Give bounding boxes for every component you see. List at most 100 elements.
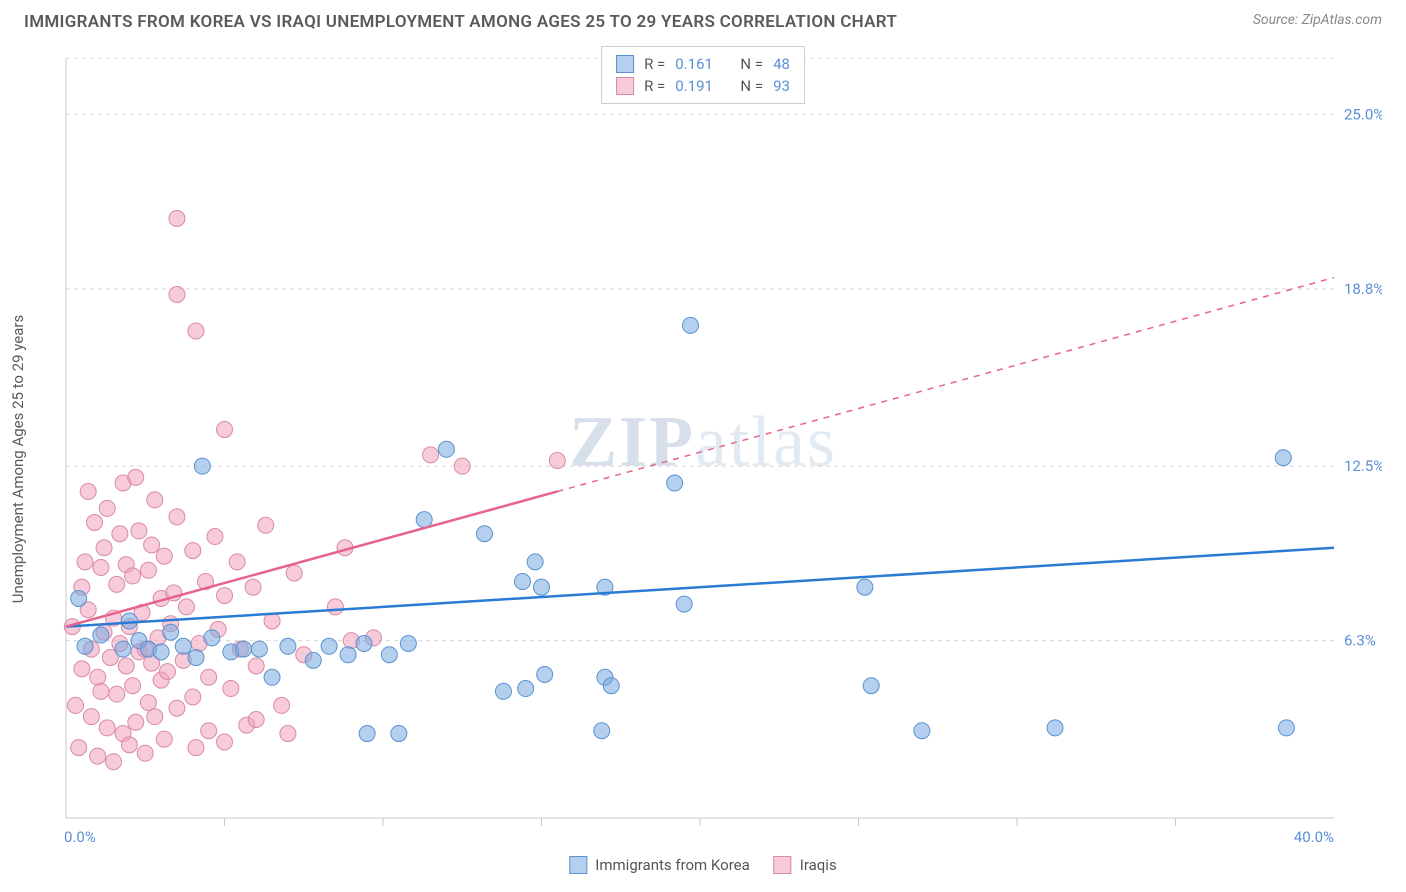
data-point-blue — [534, 579, 550, 595]
data-point-pink — [93, 559, 109, 575]
legend-n-label: N = — [740, 75, 763, 97]
y-tick-label: 25.0% — [1344, 105, 1382, 123]
legend-n-value: 48 — [773, 53, 790, 75]
legend-n-label: N = — [740, 53, 763, 75]
data-point-pink — [454, 458, 470, 474]
data-point-blue — [71, 590, 87, 606]
data-point-pink — [121, 737, 137, 753]
data-point-pink — [207, 529, 223, 545]
data-point-blue — [537, 666, 553, 682]
data-point-pink — [93, 683, 109, 699]
data-point-pink — [201, 669, 217, 685]
data-point-blue — [438, 441, 454, 457]
data-point-pink — [245, 579, 261, 595]
data-point-pink — [128, 714, 144, 730]
legend-r-label: R = — [644, 75, 665, 97]
data-point-pink — [248, 658, 264, 674]
legend-swatch — [774, 856, 792, 874]
chart-area: Unemployment Among Ages 25 to 29 years Z… — [24, 46, 1382, 872]
data-point-pink — [137, 745, 153, 761]
data-point-blue — [603, 678, 619, 694]
data-point-pink — [258, 517, 274, 533]
data-point-pink — [223, 681, 239, 697]
data-point-blue — [93, 627, 109, 643]
legend-n-value: 93 — [773, 75, 790, 97]
data-point-pink — [109, 686, 125, 702]
data-point-blue — [400, 635, 416, 651]
legend-row: R = 0.191 N = 93 — [616, 75, 790, 97]
data-point-pink — [549, 453, 565, 469]
data-point-pink — [71, 740, 87, 756]
data-point-pink — [131, 523, 147, 539]
data-point-pink — [156, 731, 172, 747]
data-point-pink — [159, 664, 175, 680]
legend-swatch — [616, 55, 634, 73]
data-point-blue — [863, 678, 879, 694]
data-point-blue — [416, 512, 432, 528]
data-point-pink — [112, 526, 128, 542]
series-legend: Immigrants from KoreaIraqis — [569, 856, 836, 874]
legend-item: Iraqis — [774, 856, 837, 874]
source-label: Source: ZipAtlas.com — [1253, 12, 1382, 28]
data-point-pink — [125, 678, 141, 694]
legend-swatch — [616, 77, 634, 95]
data-point-pink — [217, 588, 233, 604]
data-point-blue — [1278, 720, 1294, 736]
data-point-pink — [83, 709, 99, 725]
data-point-pink — [286, 565, 302, 581]
y-tick-label: 18.8% — [1344, 280, 1382, 298]
data-point-blue — [264, 669, 280, 685]
data-point-blue — [305, 652, 321, 668]
scatter-chart: 6.3%12.5%18.8%25.0%0.0%40.0% — [24, 46, 1382, 866]
data-point-pink — [125, 568, 141, 584]
data-point-blue — [391, 726, 407, 742]
data-point-blue — [1275, 450, 1291, 466]
data-point-pink — [188, 740, 204, 756]
data-point-blue — [527, 554, 543, 570]
correlation-legend: R = 0.161 N = 48 R = 0.191 N = 93 — [601, 46, 805, 104]
data-point-pink — [217, 422, 233, 438]
data-point-blue — [321, 638, 337, 654]
data-point-pink — [87, 514, 103, 530]
data-point-blue — [1047, 720, 1063, 736]
data-point-pink — [140, 695, 156, 711]
data-point-pink — [169, 509, 185, 525]
data-point-pink — [80, 483, 96, 499]
data-point-blue — [476, 526, 492, 542]
data-point-blue — [121, 613, 137, 629]
data-point-pink — [229, 554, 245, 570]
data-point-pink — [185, 543, 201, 559]
data-point-pink — [96, 540, 112, 556]
data-point-pink — [118, 658, 134, 674]
data-point-blue — [280, 638, 296, 654]
data-point-blue — [188, 650, 204, 666]
data-point-blue — [175, 638, 191, 654]
data-point-blue — [359, 726, 375, 742]
legend-r-value: 0.191 — [675, 75, 713, 97]
data-point-blue — [682, 317, 698, 333]
data-point-pink — [99, 500, 115, 516]
data-point-blue — [236, 641, 252, 657]
data-point-blue — [676, 596, 692, 612]
data-point-pink — [90, 669, 106, 685]
data-point-blue — [495, 683, 511, 699]
data-point-pink — [90, 748, 106, 764]
data-point-blue — [340, 647, 356, 663]
legend-row: R = 0.161 N = 48 — [616, 53, 790, 75]
data-point-blue — [914, 723, 930, 739]
data-point-blue — [667, 475, 683, 491]
data-point-pink — [147, 709, 163, 725]
data-point-pink — [188, 323, 204, 339]
data-point-blue — [514, 574, 530, 590]
data-point-blue — [204, 630, 220, 646]
data-point-blue — [115, 641, 131, 657]
trend-line-pink — [66, 491, 557, 626]
data-point-pink — [274, 697, 290, 713]
data-point-pink — [109, 576, 125, 592]
chart-title: IMMIGRANTS FROM KOREA VS IRAQI UNEMPLOYM… — [24, 12, 897, 32]
data-point-pink — [423, 447, 439, 463]
data-point-pink — [178, 599, 194, 615]
data-point-pink — [128, 469, 144, 485]
data-point-pink — [217, 734, 233, 750]
data-point-pink — [140, 562, 156, 578]
